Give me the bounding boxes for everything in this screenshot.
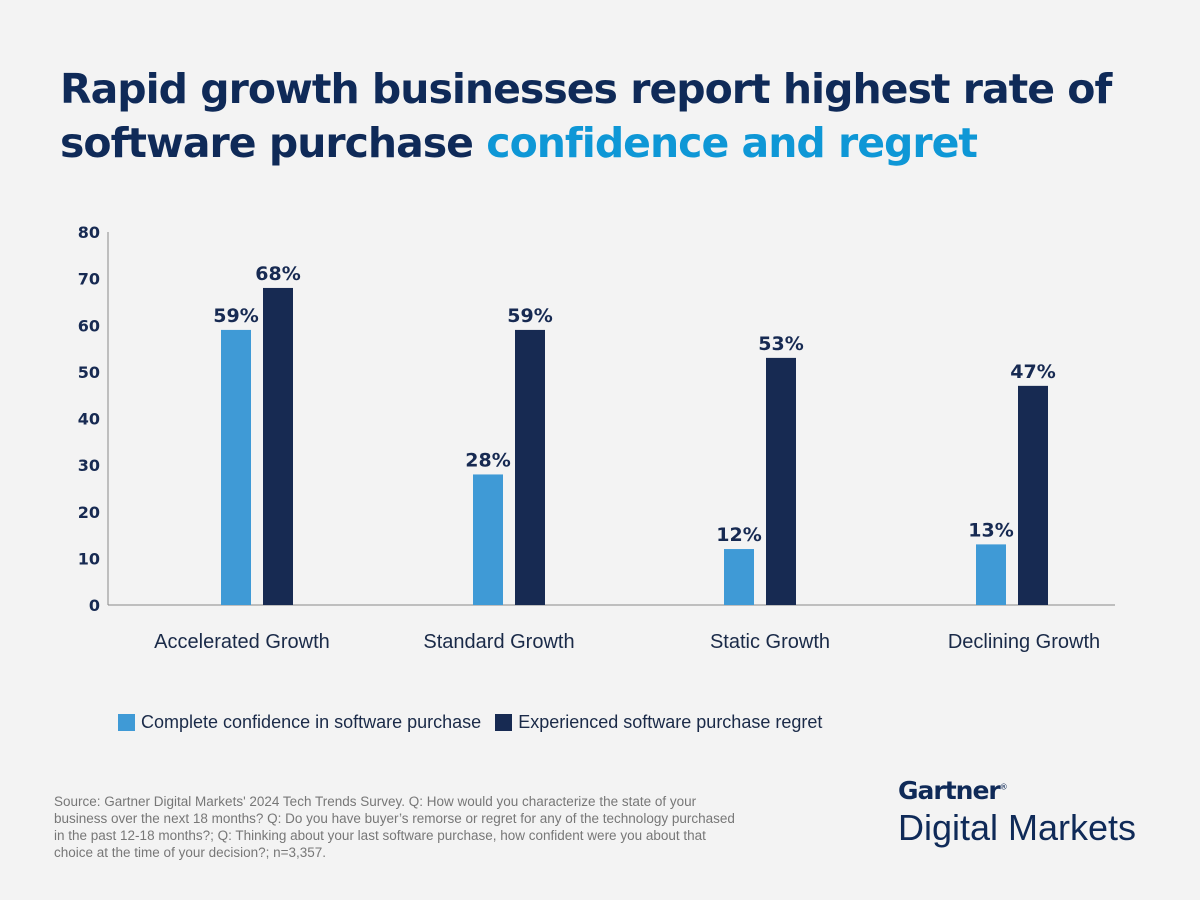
- data-label: 59%: [213, 305, 258, 327]
- y-tick-label: 80: [78, 223, 100, 242]
- bar-chart: 0 10 20 30 40 50 60 70 80 Accelerated Growth 59% 68…: [78, 223, 1115, 653]
- legend-swatch: [495, 714, 513, 731]
- legend-item-regret: Experienced software purchase regret: [495, 712, 822, 733]
- legend-label: Complete confidence in software purchase: [141, 712, 482, 732]
- y-tick-label: 50: [78, 363, 100, 382]
- bar: [976, 544, 1006, 605]
- title-accent: confidence and regret: [486, 119, 978, 167]
- data-label: 68%: [255, 263, 300, 285]
- data-label: 28%: [465, 449, 510, 471]
- chart-title: Rapid growth businesses report highest r…: [60, 62, 1160, 170]
- x-category-label: Accelerated Growth: [154, 631, 330, 653]
- data-label: 12%: [716, 524, 761, 546]
- bar: [1018, 385, 1048, 605]
- legend-swatch: [118, 714, 135, 731]
- title-main: Rapid growth businesses report highest r…: [60, 65, 1112, 167]
- y-tick-label: 0: [89, 596, 100, 615]
- logo-product: Digital Markets: [898, 807, 1137, 848]
- logo-brand: Gartner: [898, 776, 1001, 805]
- x-category-label: Declining Growth: [948, 631, 1100, 653]
- y-tick-label: 20: [78, 503, 100, 522]
- source-note: Source: Gartner Digital Markets' 2024 Te…: [54, 794, 735, 860]
- y-tick-label: 30: [78, 456, 100, 475]
- logo-registered: ®: [999, 782, 1008, 792]
- bar: [515, 329, 545, 605]
- legend-item-confidence: Complete confidence in software purchase: [118, 712, 481, 733]
- legend-label: Experienced software purchase regret: [518, 712, 823, 732]
- data-label: 59%: [507, 305, 552, 327]
- data-label: 53%: [758, 333, 803, 355]
- gartner-logo: Gartner® Digital Markets: [898, 776, 1136, 849]
- y-tick-label: 10: [78, 549, 100, 568]
- data-label: 47%: [1010, 361, 1055, 383]
- bar: [473, 474, 503, 605]
- y-tick-label: 60: [78, 316, 100, 335]
- data-label: 13%: [968, 519, 1013, 541]
- legend: Complete confidence in software purchase…: [118, 712, 836, 733]
- bar: [263, 287, 293, 605]
- bar: [766, 357, 796, 605]
- bar: [221, 329, 251, 605]
- y-tick-label: 70: [78, 270, 100, 289]
- y-tick-label: 40: [78, 410, 100, 429]
- x-category-label: Standard Growth: [423, 631, 574, 653]
- bar: [724, 549, 754, 605]
- x-category-label: Static Growth: [710, 631, 830, 653]
